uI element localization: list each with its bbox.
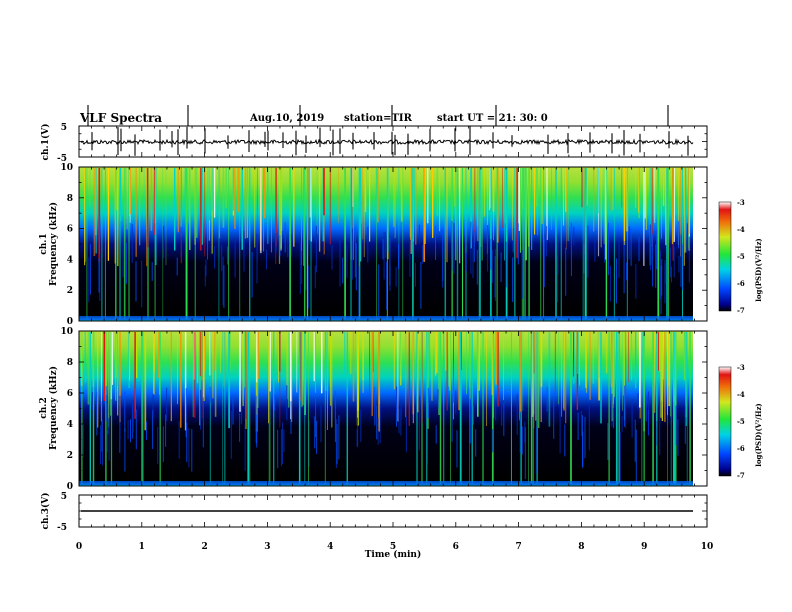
frequency-tick-label: 2 [67, 286, 73, 296]
ch1-colorbar: -3 -4 -5 -6 -7 log(PSD)(V²/Hz) [718, 198, 763, 315]
ch1-colorbar-scale [718, 201, 732, 312]
frequency-tick-label: 6 [67, 225, 73, 235]
frequency-tick-label: 8 [67, 358, 73, 368]
time-tick-label: 1 [139, 542, 145, 552]
time-tick-label: 4 [327, 542, 333, 552]
ch1-waveform-ticks [78, 125, 708, 158]
ch1-colorbar-tick-1: -4 [737, 225, 745, 234]
ch1-waveform-trace [80, 105, 694, 156]
frequency-tick-label: 4 [67, 420, 73, 430]
frequency-tick-label: 6 [67, 389, 73, 399]
ch2-colorbar-tick-2: -5 [737, 417, 745, 426]
frequency-tick-label: 10 [60, 327, 73, 337]
ch1-colorbar-tick-3: -6 [737, 279, 745, 288]
ch1-colorbar-tick-2: -5 [737, 252, 745, 261]
ch3-ytick-top: 5 [61, 492, 67, 502]
time-tick-label: 0 [76, 542, 82, 552]
time-axis-tick-labels: 0 1 2 3 4 5 6 7 8 9 10 [76, 542, 713, 552]
ch3-waveform-ticks [78, 494, 708, 528]
time-axis-label: Time (min) [365, 549, 422, 560]
ch1-spectrogram-streaks [79, 168, 693, 320]
start-time-label: start UT = 21: 30: 0 [437, 113, 548, 124]
time-tick-label: 5 [390, 542, 396, 552]
ch1-ytick-top: 5 [61, 123, 67, 133]
ch2-spectrogram-ticks [78, 330, 708, 487]
ch3-waveform-ylabel: ch.3(V) [40, 493, 51, 530]
ch1-waveform-line [80, 138, 694, 146]
spectrogram-low-frequency-band [79, 316, 693, 320]
frequency-tick-label: 8 [67, 194, 73, 204]
ch1-colorbar-label: log(PSD)(V²/Hz) [754, 238, 763, 302]
ch2-spectrogram-ylabel-frequency: Frequency (kHz) [48, 366, 59, 450]
ch1-colorbar-tick-0: -3 [737, 198, 745, 207]
ch1-spectrogram-yticks: 0 2 4 6 8 10 [60, 163, 73, 327]
time-tick-label: 2 [201, 542, 207, 552]
ch1-waveform-ylabel: ch.1(V) [40, 124, 51, 161]
time-tick-label: 3 [264, 542, 270, 552]
ch1-spectrogram-ylabel-channel: ch.1 [39, 233, 49, 254]
time-tick-label: 6 [453, 542, 459, 552]
ch2-spectrogram-panel: ch.2 Frequency (kHz) 0 2 4 6 8 10 [39, 327, 708, 492]
date-label: Aug.10, 2019 [250, 113, 325, 124]
ch1-spectrogram-ticks [78, 166, 708, 322]
ch1-colorbar-tick-4: -7 [737, 306, 745, 315]
figure-title: VLF Spectra [80, 111, 163, 125]
ch1-ytick-bottom: -5 [57, 154, 67, 164]
time-tick-label: 7 [515, 542, 521, 552]
ch2-colorbar: -3 -4 -5 -6 -7 log(PSD)(V²/Hz) [718, 363, 763, 480]
time-tick-label: 8 [578, 542, 584, 552]
ch2-colorbar-tick-0: -3 [737, 363, 745, 372]
ch2-spectrogram-yticks: 0 2 4 6 8 10 [60, 327, 73, 492]
frequency-tick-label: 0 [67, 317, 73, 327]
ch2-colorbar-scale [718, 366, 732, 477]
frequency-tick-label: 2 [67, 451, 73, 461]
station-label: station=TIR [344, 113, 412, 124]
ch2-colorbar-tick-1: -4 [737, 390, 745, 399]
ch1-spectrogram-ylabel-frequency: Frequency (kHz) [48, 202, 59, 286]
ch2-spectrogram-streaks [79, 332, 693, 485]
frequency-tick-label: 10 [60, 163, 73, 173]
ch2-colorbar-tick-4: -7 [737, 471, 745, 480]
ch2-spectrogram-ylabel-channel: ch.2 [39, 397, 49, 418]
ch1-waveform-panel: ch.1(V) 5 -5 [40, 105, 708, 164]
time-tick-label: 9 [641, 542, 647, 552]
ch3-waveform-panel: ch.3(V) 5 -5 0 1 2 3 4 5 6 7 8 9 10 Time (min) [40, 492, 713, 560]
ch2-colorbar-label: log(PSD)(V²/Hz) [754, 403, 763, 467]
ch2-colorbar-tick-3: -6 [737, 444, 745, 453]
ch1-spectrogram-panel: ch.1 Frequency (kHz) 0 2 4 6 8 10 [39, 163, 708, 327]
frequency-tick-label: 4 [67, 255, 73, 265]
frequency-tick-label: 0 [67, 482, 73, 492]
time-tick-label: 10 [701, 542, 714, 552]
ch3-ytick-bottom: -5 [57, 523, 67, 533]
spectrogram-low-frequency-band [79, 481, 693, 485]
